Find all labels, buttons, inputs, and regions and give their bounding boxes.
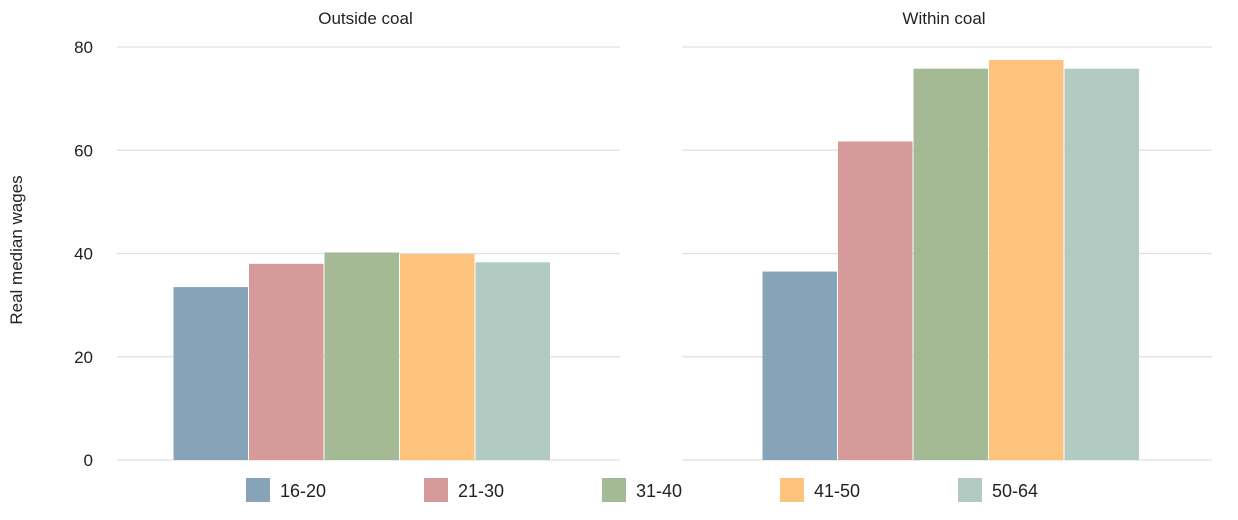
y-tick-label: 60: [74, 141, 93, 160]
legend-label: 50-64: [992, 481, 1038, 501]
y-tick-label: 20: [74, 348, 93, 367]
bar: [249, 263, 324, 460]
bar: [762, 271, 837, 460]
y-tick-label: 40: [74, 245, 93, 264]
legend-item: 41-50: [780, 478, 860, 502]
bar: [400, 254, 475, 460]
bar: [838, 141, 913, 460]
bar: [475, 262, 550, 460]
legend-swatch: [602, 478, 626, 502]
legend-label: 31-40: [636, 481, 682, 501]
y-tick-label: 80: [74, 38, 93, 57]
bar: [324, 252, 399, 460]
legend-swatch: [958, 478, 982, 502]
legend-item: 21-30: [424, 478, 504, 502]
legend-label: 41-50: [814, 481, 860, 501]
panel-title: Within coal: [902, 9, 985, 28]
bar: [913, 68, 988, 461]
y-tick-label: 0: [84, 451, 93, 470]
legend-item: 16-20: [246, 478, 326, 502]
legend-swatch: [246, 478, 270, 502]
legend-label: 16-20: [280, 481, 326, 501]
bar: [1064, 68, 1139, 461]
y-axis-title: Real median wages: [7, 175, 26, 324]
legend-item: 31-40: [602, 478, 682, 502]
legend-swatch: [780, 478, 804, 502]
panel-title: Outside coal: [318, 9, 413, 28]
bar: [989, 59, 1064, 460]
legend-swatch: [424, 478, 448, 502]
legend-item: 50-64: [958, 478, 1038, 502]
legend-label: 21-30: [458, 481, 504, 501]
bar: [173, 287, 248, 460]
